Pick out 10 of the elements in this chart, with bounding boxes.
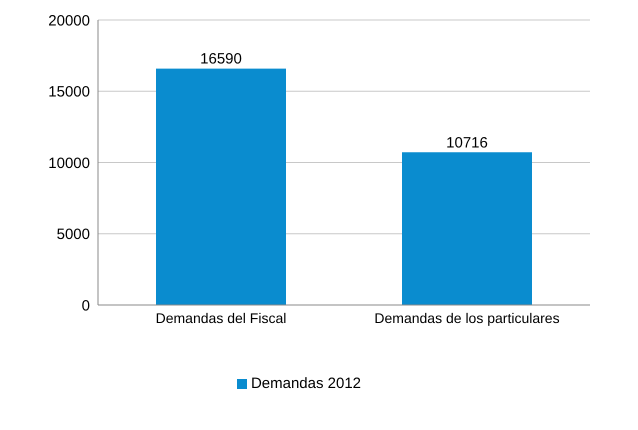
x-tick-label: Demandas del Fiscal <box>156 310 286 326</box>
legend-label: Demandas 2012 <box>250 375 362 392</box>
y-tick-label: 5000 <box>56 226 90 244</box>
y-tick-label: 0 <box>82 297 90 314</box>
data-label: 16590 <box>200 50 242 68</box>
data-label: 10716 <box>446 134 488 152</box>
y-tick-label: 15000 <box>48 84 90 101</box>
y-tick-label: 10000 <box>48 154 90 172</box>
y-tick-label: 20000 <box>48 12 90 30</box>
x-tick-label: Demandas de los particulares <box>374 310 560 326</box>
